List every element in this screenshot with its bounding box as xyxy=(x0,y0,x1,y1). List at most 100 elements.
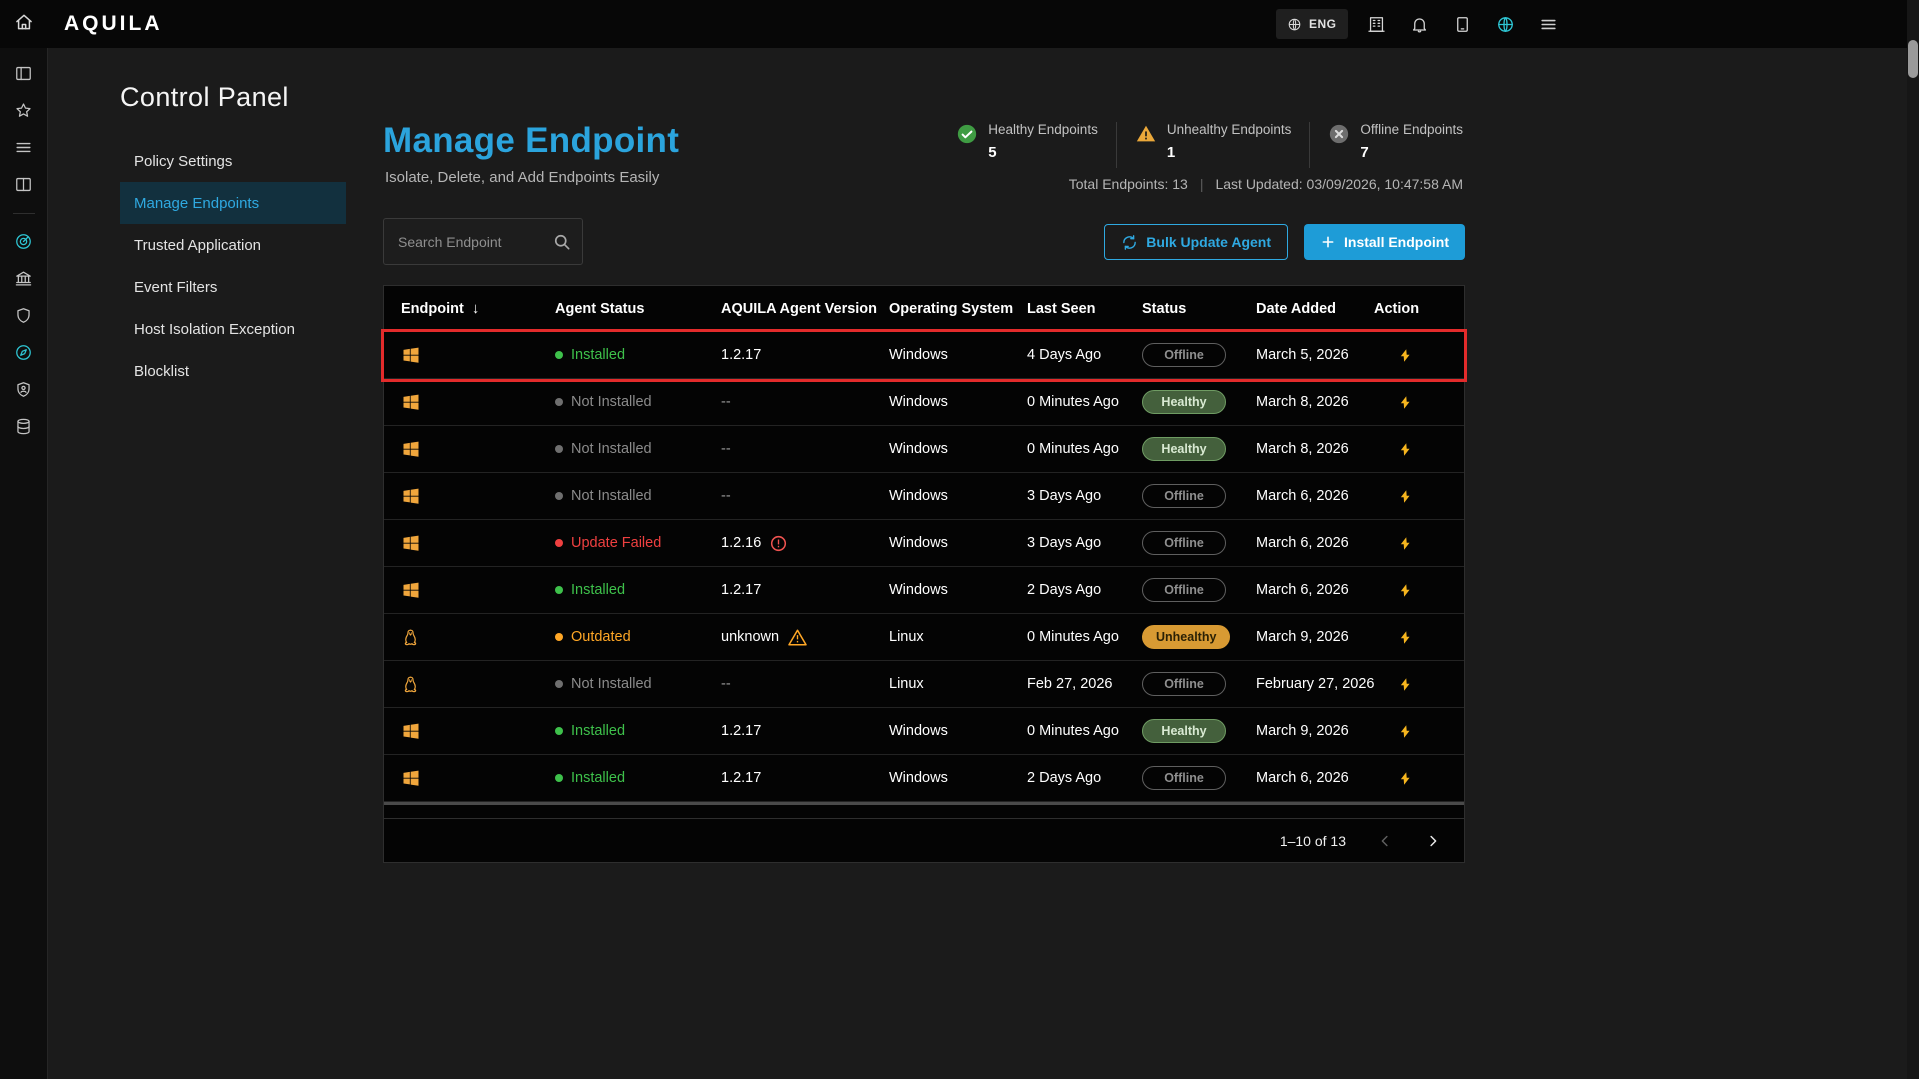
endpoint-cell xyxy=(384,439,555,459)
column-header-endpoint[interactable]: Endpoint ↓ xyxy=(384,300,555,317)
stat-value: 7 xyxy=(1360,144,1463,161)
menu-item-trusted-application[interactable]: Trusted Application xyxy=(120,224,346,266)
scrollbar-thumb[interactable] xyxy=(1908,40,1918,78)
agent-version-cell: 1.2.17 xyxy=(721,723,889,739)
action-bolt-icon[interactable] xyxy=(1398,581,1413,600)
bulk-update-label: Bulk Update Agent xyxy=(1146,234,1271,250)
install-endpoint-label: Install Endpoint xyxy=(1344,234,1449,250)
table-row[interactable]: Update Failed1.2.16Windows3 Days AgoOffl… xyxy=(384,520,1464,567)
action-bolt-icon[interactable] xyxy=(1398,675,1413,694)
vertical-scrollbar[interactable] xyxy=(1907,0,1919,1079)
agent-status-cell: Not Installed xyxy=(555,676,721,692)
agent-status-cell: Installed xyxy=(555,347,721,363)
linux-os-icon xyxy=(401,627,420,648)
menu-item-host-isolation-exception[interactable]: Host Isolation Exception xyxy=(120,308,346,350)
action-bolt-icon[interactable] xyxy=(1398,769,1413,788)
column-header-date-added: Date Added xyxy=(1256,301,1374,317)
check-circle-icon xyxy=(956,123,978,161)
refresh-icon xyxy=(1121,234,1138,251)
totals-bar: Total Endpoints: 13 | Last Updated: 03/0… xyxy=(1069,176,1463,192)
version-warning-icon xyxy=(788,629,807,646)
pagination-next-icon[interactable] xyxy=(1424,832,1442,850)
agent-version-cell: -- xyxy=(721,394,889,410)
table-body: Installed1.2.17Windows4 Days AgoOfflineM… xyxy=(384,332,1464,802)
table-row[interactable]: Installed1.2.17Windows0 Minutes AgoHealt… xyxy=(384,708,1464,755)
table-row[interactable]: Not Installed--Windows3 Days AgoOfflineM… xyxy=(384,473,1464,520)
search-box xyxy=(383,218,583,265)
topbar-actions: ENG xyxy=(1276,0,1563,48)
column-label: Status xyxy=(1142,301,1186,317)
action-cell xyxy=(1374,722,1464,741)
action-cell xyxy=(1374,487,1464,506)
globe-icon xyxy=(1287,17,1302,32)
windows-os-icon xyxy=(401,768,421,788)
column-label: Last Seen xyxy=(1027,301,1096,317)
hamburger-icon[interactable] xyxy=(1535,10,1563,38)
action-bolt-icon[interactable] xyxy=(1398,440,1413,459)
menu-item-manage-endpoints[interactable]: Manage Endpoints xyxy=(120,182,346,224)
pagination-prev-icon[interactable] xyxy=(1376,832,1394,850)
version-error-icon xyxy=(770,535,787,552)
status-cell: Offline xyxy=(1142,531,1256,555)
agent-status-cell: Outdated xyxy=(555,629,721,645)
action-bolt-icon[interactable] xyxy=(1398,346,1413,365)
agent-version-label: -- xyxy=(721,441,731,457)
shield-user-icon[interactable] xyxy=(7,372,41,406)
status-cell: Offline xyxy=(1142,343,1256,367)
stat-offline: Offline Endpoints 7 xyxy=(1310,122,1465,161)
windows-os-icon xyxy=(401,392,421,412)
action-bolt-icon[interactable] xyxy=(1398,534,1413,553)
menu-lines-icon[interactable] xyxy=(7,130,41,164)
action-bolt-icon[interactable] xyxy=(1398,722,1413,741)
table-row[interactable]: Not Installed--Windows0 Minutes AgoHealt… xyxy=(384,379,1464,426)
layout-columns-icon[interactable] xyxy=(7,167,41,201)
action-bolt-icon[interactable] xyxy=(1398,487,1413,506)
endpoint-cell xyxy=(384,580,555,600)
bulk-update-agent-button[interactable]: Bulk Update Agent xyxy=(1104,224,1288,260)
search-icon[interactable] xyxy=(552,232,572,257)
bell-icon[interactable] xyxy=(1406,10,1434,38)
table-row[interactable]: Installed1.2.17Windows2 Days AgoOfflineM… xyxy=(384,755,1464,802)
control-panel-title: Control Panel xyxy=(120,82,289,113)
table-row[interactable]: Not Installed--Windows0 Minutes AgoHealt… xyxy=(384,426,1464,473)
pagination-range: 1–10 of 13 xyxy=(1280,833,1346,849)
shield-icon[interactable] xyxy=(7,298,41,332)
column-label: Date Added xyxy=(1256,301,1336,317)
status-badge: Offline xyxy=(1142,343,1226,367)
menu-item-event-filters[interactable]: Event Filters xyxy=(120,266,346,308)
radar-icon[interactable] xyxy=(7,224,41,258)
home-button[interactable] xyxy=(0,0,48,48)
date-added-cell: March 8, 2026 xyxy=(1256,394,1374,410)
install-endpoint-button[interactable]: Install Endpoint xyxy=(1304,224,1465,260)
table-row[interactable]: OutdatedunknownLinux0 Minutes AgoUnhealt… xyxy=(384,614,1464,661)
menu-item-blocklist[interactable]: Blocklist xyxy=(120,350,346,392)
action-bolt-icon[interactable] xyxy=(1398,393,1413,412)
tablet-icon[interactable] xyxy=(1449,10,1477,38)
compass-icon[interactable] xyxy=(7,335,41,369)
windows-os-icon xyxy=(401,721,421,741)
agent-status-label: Not Installed xyxy=(571,488,652,504)
agent-version-label: -- xyxy=(721,488,731,504)
menu-item-policy-settings[interactable]: Policy Settings xyxy=(120,140,346,182)
table-toolbar: Bulk Update Agent Install Endpoint xyxy=(383,218,1465,266)
stat-label: Unhealthy Endpoints xyxy=(1167,122,1292,137)
bank-icon[interactable] xyxy=(7,261,41,295)
language-selector[interactable]: ENG xyxy=(1276,9,1348,39)
table-row-highlighted[interactable]: Installed1.2.17Windows4 Days AgoOfflineM… xyxy=(384,332,1464,379)
globe-network-icon[interactable] xyxy=(1492,10,1520,38)
last-seen-cell: 3 Days Ago xyxy=(1027,488,1142,504)
column-label: Endpoint xyxy=(401,301,464,317)
x-circle-icon xyxy=(1328,123,1350,161)
page-subtitle: Isolate, Delete, and Add Endpoints Easil… xyxy=(385,169,659,186)
home-icon xyxy=(14,12,34,37)
agent-version-label: 1.2.17 xyxy=(721,770,761,786)
table-row[interactable]: Installed1.2.17Windows2 Days AgoOfflineM… xyxy=(384,567,1464,614)
table-row[interactable]: Not Installed--LinuxFeb 27, 2026OfflineF… xyxy=(384,661,1464,708)
layout-panel-icon[interactable] xyxy=(7,56,41,90)
last-seen-cell: 3 Days Ago xyxy=(1027,535,1142,551)
action-bolt-icon[interactable] xyxy=(1398,628,1413,647)
building-icon[interactable] xyxy=(1363,10,1391,38)
sort-desc-icon[interactable]: ↓ xyxy=(472,300,480,317)
database-icon[interactable] xyxy=(7,409,41,443)
star-icon[interactable] xyxy=(7,93,41,127)
